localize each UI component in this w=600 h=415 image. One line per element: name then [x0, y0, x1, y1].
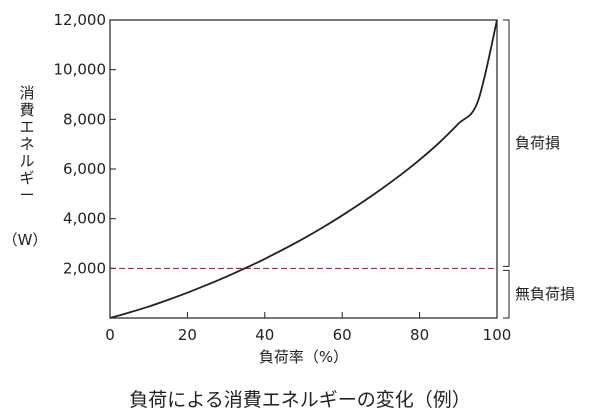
x-tick-label: 20 [178, 326, 197, 344]
y-axis-label-char: ー [19, 186, 34, 204]
y-tick-label: 12,000 [54, 11, 107, 29]
y-tick-label: 2,000 [63, 259, 106, 277]
y-axis-label-char: ネ [19, 135, 34, 153]
y-tick-label: 8,000 [63, 110, 106, 128]
y-axis-label-char: ギ [19, 169, 34, 187]
x-tick-label: 100 [483, 326, 512, 344]
y-tick-label: 10,000 [54, 61, 107, 79]
axes [109, 19, 498, 319]
y-axis-label-char: 費 [19, 101, 34, 119]
energy-curve [109, 19, 498, 319]
y-axis-label-char: ル [19, 152, 34, 170]
bracket-label: 無負荷損 [515, 285, 575, 303]
y-axis-unit: （W） [3, 231, 48, 249]
x-tick-label: 0 [105, 326, 115, 344]
y-tick-label: 4,000 [63, 210, 106, 228]
bracket-label: 負荷損 [515, 134, 560, 152]
y-axis-label-group: 消費エネルギー （W） [3, 84, 48, 249]
x-tick-label: 60 [333, 326, 352, 344]
series-group [109, 19, 498, 319]
x-tick-label: 80 [410, 326, 429, 344]
y-tick-label: 6,000 [63, 160, 106, 178]
bracket [503, 269, 510, 319]
x-tick-label: 40 [255, 326, 274, 344]
bracket [503, 19, 510, 267]
chart-caption: 負荷による消費エネルギーの変化（例） [129, 389, 470, 411]
plot-frame [109, 19, 498, 319]
x-axis-label: 負荷率（%） [259, 348, 348, 366]
ticks: 2,000 4,000 6,000 8,000 10,000 12,000 0 20 40 60 8… [54, 11, 512, 344]
y-axis-label-char: 消 [19, 84, 34, 102]
y-axis-label-char: エ [19, 118, 34, 136]
